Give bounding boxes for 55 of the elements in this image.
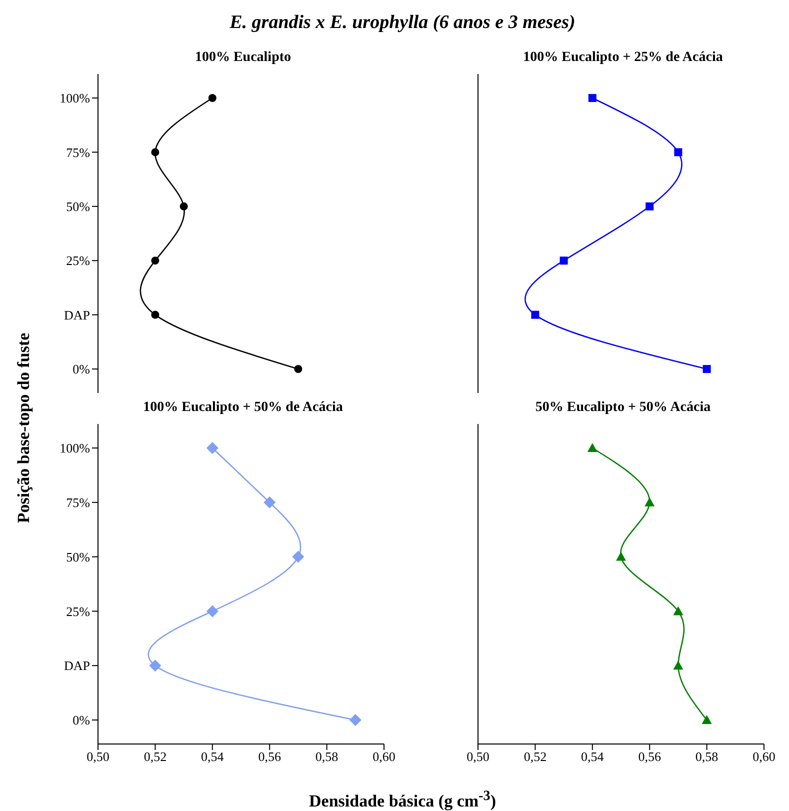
point [588, 94, 596, 102]
y-tick-label: 50% [66, 549, 90, 564]
point [674, 148, 682, 156]
point [644, 497, 655, 506]
x-tick-label: 0,52 [524, 749, 547, 764]
chart-subtitle: 50% Eucalipto + 50% Acácia [534, 400, 712, 416]
point [151, 310, 160, 319]
point [180, 202, 188, 210]
x-tick-label: 0,60 [752, 749, 776, 764]
chart-title: E. grandis x E. urophylla (6 anos e 3 meses) [228, 12, 576, 34]
x-tick-label: 0,54 [581, 749, 604, 764]
y-tick-label: DAP [64, 658, 90, 674]
chart-subtitle: 100% Eucalipto + 25% de Acácia [522, 50, 724, 66]
x-tick-label: 0,58 [315, 749, 338, 764]
y-tick-label: 0% [72, 362, 90, 377]
point [702, 365, 711, 373]
point [702, 715, 712, 724]
point [206, 605, 218, 618]
point [646, 202, 654, 210]
x-axis-title: Densidade básica (g cm$^{-3}$) [308, 788, 497, 811]
x-tick-label: 0,50 [466, 749, 490, 764]
y-tick-label: 50% [66, 199, 90, 214]
point [208, 94, 216, 102]
point [560, 256, 568, 265]
point [616, 552, 626, 561]
point [151, 256, 160, 265]
point [531, 310, 540, 319]
y-tick-label: 100% [60, 440, 90, 456]
x-tick-label: 0,60 [372, 749, 396, 764]
point [149, 660, 162, 672]
x-tick-label: 0,58 [695, 749, 718, 764]
chart-subtitle: 100% Eucalipto [194, 50, 292, 66]
x-tick-label: 0,52 [144, 749, 167, 764]
y-tick-label: 25% [66, 604, 90, 619]
point [151, 148, 160, 156]
point [673, 660, 684, 670]
chart-subtitle: 100% Eucalipto + 50% de Acácia [142, 400, 344, 416]
y-tick-label: 75% [66, 495, 90, 510]
point [264, 496, 276, 508]
point [587, 443, 598, 452]
x-tick-label: 0,50 [86, 749, 110, 764]
y-tick-label: 25% [66, 253, 90, 268]
point [292, 550, 304, 563]
x-tick-label: 0,56 [258, 749, 282, 764]
point [206, 442, 218, 454]
point [294, 365, 302, 373]
y-axis-title: Posição base-topo do fuste [14, 332, 34, 524]
y-tick-label: 100% [60, 90, 90, 106]
point [673, 606, 684, 616]
x-tick-label: 0,56 [638, 749, 662, 764]
y-tick-label: DAP [64, 307, 90, 322]
y-tick-label: 0% [72, 712, 90, 728]
y-tick-label: 75% [66, 144, 90, 160]
x-tick-label: 0,54 [201, 749, 224, 764]
point [349, 714, 362, 726]
